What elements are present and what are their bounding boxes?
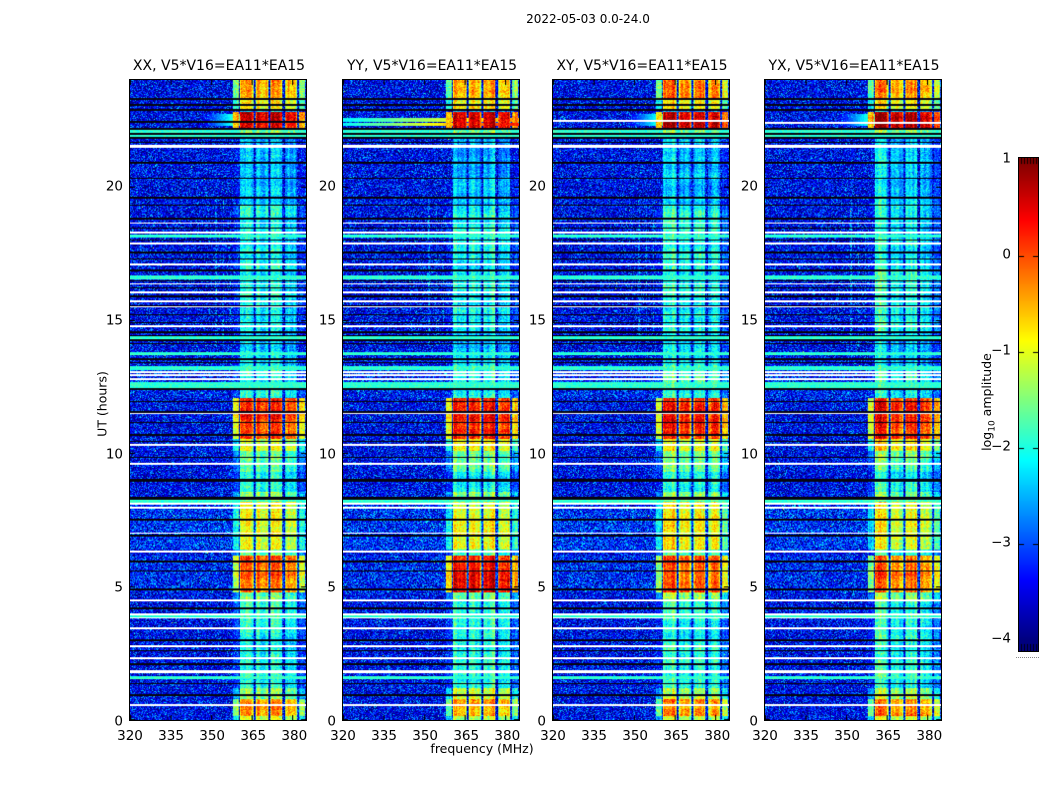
figure-title: 2022-05-03 0.0-24.0 [526, 12, 650, 26]
colorbar [1018, 157, 1039, 652]
panel-title: YY, V5*V16=EA11*EA15 [346, 58, 518, 74]
panel-title: XY, V5*V16=EA11*EA15 [556, 58, 728, 74]
y-tick-label: 15 [740, 312, 758, 329]
colorbar-label-subscript: 10 [987, 420, 998, 432]
y-tick-label: 10 [528, 446, 546, 463]
colorbar-tick-label: −2 [991, 438, 1011, 455]
x-tick-label: 320 [752, 728, 778, 744]
x-tick-label: 320 [540, 728, 566, 744]
x-tick-label: 320 [330, 728, 356, 744]
y-axis-label: UT (hours) [94, 371, 110, 437]
x-tick-label: 365 [453, 728, 480, 744]
x-axis-label: frequency (MHz) [430, 741, 534, 756]
x-tick-label: 350 [622, 728, 649, 744]
y-tick-label: 5 [537, 579, 546, 596]
panel-title: YX, V5*V16=EA11*EA15 [768, 58, 940, 74]
x-tick-label: 335 [158, 728, 184, 744]
x-tick-label: 365 [663, 728, 690, 744]
y-tick-label: 20 [528, 178, 546, 195]
colorbar-tick-label: −4 [991, 630, 1011, 647]
colorbar-tick-label: −3 [991, 534, 1011, 551]
x-tick-label: 380 [704, 728, 731, 744]
panel-title: XX, V5*V16=EA11*EA15 [132, 58, 306, 74]
y-tick-label: 0 [327, 713, 336, 730]
x-tick-label: 320 [117, 728, 143, 744]
colorbar-tick-label: 0 [1002, 246, 1011, 263]
spectrogram-panel-xx: XX, V5*V16=EA11*EA15 320 335 350 365 380 0 5 1… [106, 58, 309, 744]
y-tick-label: 0 [114, 713, 123, 730]
spectrogram-panel-xy: XY, V5*V16=EA11*EA15 320 335 350 365 380 0 5 1… [529, 58, 732, 744]
colorbar-axis-label: log10 amplitude [979, 353, 998, 451]
x-tick-label: 350 [412, 728, 439, 744]
y-tick-label: 20 [105, 178, 123, 195]
colorbar-label-text: amplitude [978, 353, 994, 421]
y-tick-label: 15 [318, 312, 336, 329]
spectrogram-panel-yy: YY, V5*V16=EA11*EA15 320 335 350 365 380 0 5 1… [319, 58, 522, 744]
x-tick-label: 380 [494, 728, 521, 744]
x-tick-label: 380 [281, 728, 308, 744]
y-tick-label: 15 [105, 312, 123, 329]
y-tick-label: 15 [528, 312, 546, 329]
y-tick-label: 10 [318, 446, 336, 463]
x-tick-label: 335 [581, 728, 607, 744]
x-tick-label: 365 [875, 728, 902, 744]
y-tick-label: 5 [114, 579, 123, 596]
x-tick-label: 335 [793, 728, 819, 744]
y-tick-label: 20 [740, 178, 758, 195]
colorbar-tick-label: 1 [1002, 150, 1011, 167]
y-tick-label: 0 [537, 713, 546, 730]
y-tick-label: 5 [327, 579, 336, 596]
x-tick-label: 365 [240, 728, 267, 744]
x-tick-label: 350 [834, 728, 861, 744]
x-tick-label: 350 [199, 728, 226, 744]
x-tick-label: 380 [916, 728, 943, 744]
spectrogram-canvas [552, 79, 730, 721]
colorbar-end-dots [1016, 657, 1039, 658]
spectrogram-panel-yx: YX, V5*V16=EA11*EA15 320 335 350 365 380 0 5 1… [741, 58, 944, 744]
spectrogram-canvas [342, 79, 520, 721]
y-tick-label: 10 [740, 446, 758, 463]
x-tick-label: 335 [371, 728, 397, 744]
y-tick-label: 20 [318, 178, 336, 195]
y-tick-label: 0 [749, 713, 758, 730]
spectrogram-canvas [129, 79, 307, 721]
spectrogram-canvas [764, 79, 942, 721]
colorbar-label-text: log [978, 431, 994, 451]
y-tick-label: 5 [749, 579, 758, 596]
y-tick-label: 10 [105, 446, 123, 463]
colorbar-tick-label: −1 [991, 342, 1011, 359]
